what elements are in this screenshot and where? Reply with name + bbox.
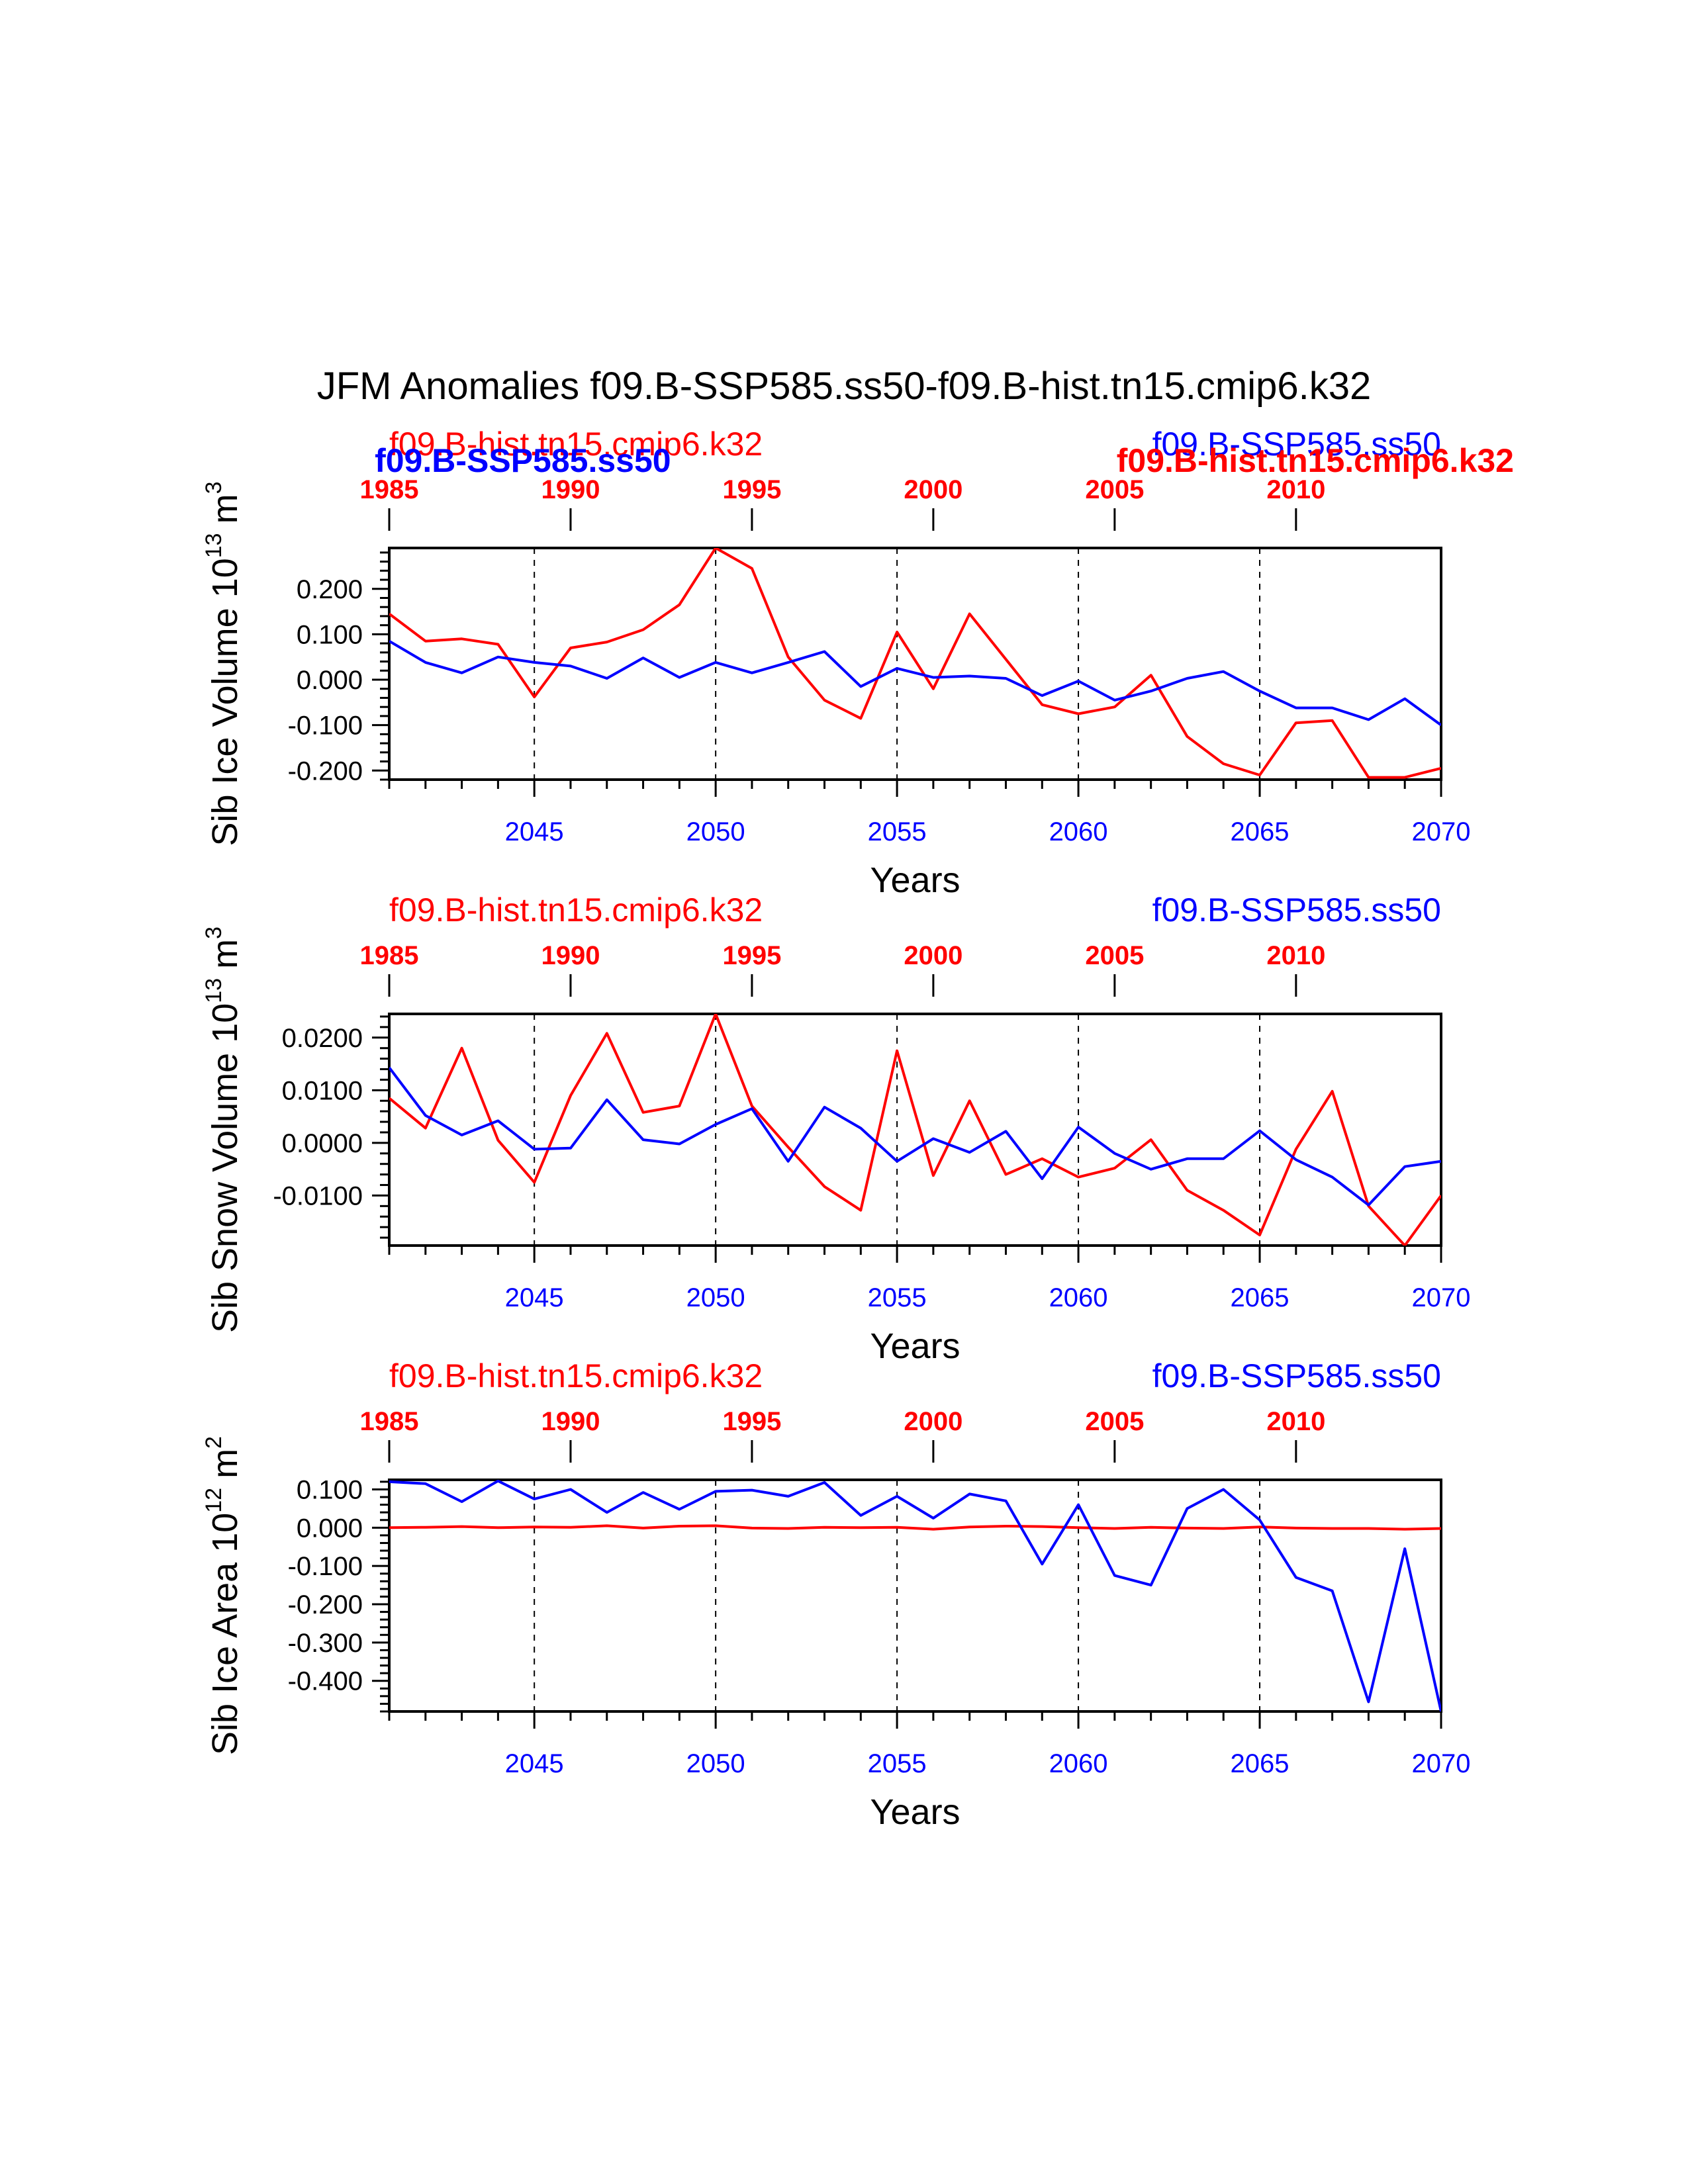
y-tick-label: -0.100 [288, 711, 363, 741]
y-tick-label: -0.200 [288, 1590, 363, 1619]
y-tick-label: 0.000 [297, 666, 363, 695]
y-tick-label: -0.300 [288, 1629, 363, 1658]
y-label-unit: m [205, 939, 245, 969]
x-tick-label: 2045 [505, 1283, 564, 1312]
series-name-left: f09.B-hist.tn15.cmip6.k32 [389, 426, 763, 463]
y-label-unit-exponent: 2 [201, 1436, 226, 1449]
top-tick-label: 1995 [722, 1407, 781, 1436]
series-name-right: f09.B-SSP585.ss50 [1152, 891, 1441, 929]
plot-frame [388, 1013, 1442, 1247]
top-tick-label: 2010 [1266, 941, 1325, 970]
series-name-left-bold: f09.B-SSP585.ss50 [375, 442, 671, 479]
series-name-right: f09.B-SSP585.ss50 [1152, 1357, 1441, 1394]
y-label-exponent: 13 [201, 978, 226, 1003]
y-tick-label: 0.0200 [282, 1024, 363, 1053]
series-line-hist [389, 1524, 1441, 1531]
top-tick-label: 1990 [541, 1407, 600, 1436]
top-tick-label: 2000 [904, 475, 962, 504]
y-axis-label: Sib Snow Volume 1013 m3 [201, 927, 245, 1333]
series-name-left: f09.B-hist.tn15.cmip6.k32 [389, 891, 763, 929]
top-tick-label: 1990 [541, 941, 600, 970]
top-tick-label: 2000 [904, 941, 962, 970]
y-label-main: Sib Ice Volume 10 [205, 558, 245, 846]
x-tick-label: 2050 [686, 1749, 745, 1778]
y-label-unit: m [205, 1449, 245, 1479]
plot-frame [388, 1479, 1442, 1713]
top-tick-label: 2000 [904, 1407, 962, 1436]
panel-1: 2045 2050 2055 2060 2065 2070 1985 1990 1995 2000… [201, 426, 1514, 900]
x-tick-label: 2045 [505, 1749, 564, 1778]
x-tick-label: 2055 [868, 817, 927, 846]
x-tick-label: 2070 [1412, 817, 1471, 846]
series-name-right: f09.B-SSP585.ss50 [1152, 426, 1441, 463]
panels: 2045 2050 2055 2060 2065 2070 1985 1990 1995 2000… [201, 426, 1514, 1832]
x-tick-label: 2065 [1231, 1283, 1289, 1312]
x-tick-label: 2060 [1049, 817, 1108, 846]
x-tick-label: 2060 [1049, 1283, 1108, 1312]
x-tick-label: 2050 [686, 1283, 745, 1312]
top-tick-label: 1995 [722, 475, 781, 504]
y-label-unit-exponent: 3 [201, 481, 226, 494]
y-tick-label: 0.0100 [282, 1076, 363, 1105]
top-tick-label: 2005 [1085, 941, 1144, 970]
series-name-right-bold: f09.B-hist.tn15.cmip6.k32 [1117, 442, 1514, 479]
top-tick-label: 2005 [1085, 1407, 1144, 1436]
y-label-unit: m [205, 494, 245, 523]
top-tick-label: 2005 [1085, 475, 1144, 504]
top-tick-label: 2010 [1266, 475, 1325, 504]
x-tick-label: 2055 [868, 1283, 927, 1312]
series-line-ssp [389, 639, 1441, 727]
top-tick-label: 1985 [360, 475, 419, 504]
y-label-exponent: 13 [201, 533, 226, 558]
y-tick-label: 0.200 [297, 575, 363, 604]
top-tick-label: 2010 [1266, 1407, 1325, 1436]
x-axis-label: Years [870, 1792, 960, 1832]
y-tick-label: -0.100 [288, 1552, 363, 1581]
y-tick-label: 0.100 [297, 1475, 363, 1504]
x-axis-label: Years [870, 1326, 960, 1366]
panel-3: 2045 2050 2055 2060 2065 2070 1985 1990 1995 2000… [201, 1357, 1470, 1832]
y-label-main: Sib Ice Area 10 [205, 1513, 245, 1755]
x-axis-label: Years [870, 860, 960, 900]
series-line-hist [389, 548, 1441, 779]
top-tick-label: 1985 [360, 941, 419, 970]
x-tick-label: 2065 [1231, 817, 1289, 846]
x-tick-label: 2070 [1412, 1283, 1471, 1312]
series-line-hist [389, 1014, 1441, 1246]
x-tick-label: 2050 [686, 817, 745, 846]
y-label-exponent: 12 [201, 1488, 226, 1513]
y-tick-label: 0.0000 [282, 1129, 363, 1158]
y-tick-label: 0.000 [297, 1514, 363, 1543]
y-label-main: Sib Snow Volume 10 [205, 1003, 245, 1333]
x-tick-label: 2070 [1412, 1749, 1471, 1778]
panel-2: 2045 2050 2055 2060 2065 2070 1985 1990 1995 2000… [201, 891, 1470, 1366]
main-title: JFM Anomalies f09.B-SSP585.ss50-f09.B-hi… [317, 365, 1372, 408]
x-tick-label: 2055 [868, 1749, 927, 1778]
y-tick-label: -0.0100 [273, 1181, 363, 1210]
x-tick-label: 2060 [1049, 1749, 1108, 1778]
y-tick-label: -0.400 [288, 1667, 363, 1696]
plot-frame [388, 547, 1442, 781]
series-line-ssp [389, 1480, 1441, 1711]
y-tick-label: -0.200 [288, 756, 363, 786]
y-tick-label: 0.100 [297, 620, 363, 649]
top-tick-label: 1990 [541, 475, 600, 504]
series-line-ssp [389, 1066, 1441, 1206]
series-name-left: f09.B-hist.tn15.cmip6.k32 [389, 1357, 763, 1394]
y-label-unit-exponent: 3 [201, 927, 226, 939]
x-tick-label: 2045 [505, 817, 564, 846]
top-tick-label: 1995 [722, 941, 781, 970]
y-axis-label: Sib Ice Area 1012 m2 [201, 1436, 245, 1755]
y-axis-label: Sib Ice Volume 1013 m3 [201, 481, 245, 846]
x-tick-label: 2065 [1231, 1749, 1289, 1778]
top-tick-label: 1985 [360, 1407, 419, 1436]
